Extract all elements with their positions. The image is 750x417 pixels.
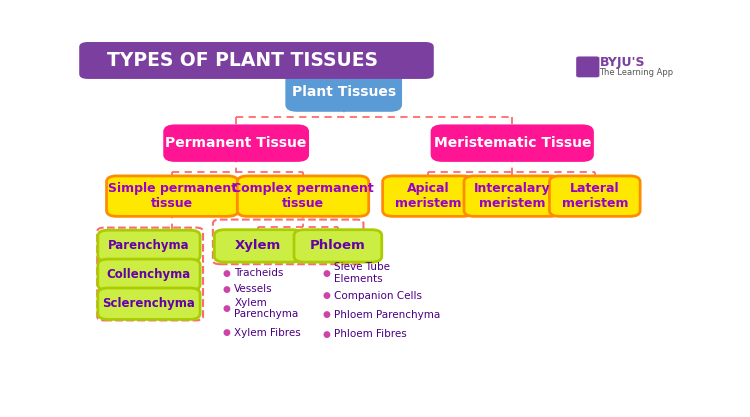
Text: Xylem Fibres: Xylem Fibres bbox=[235, 328, 302, 338]
Text: Phloem Fibres: Phloem Fibres bbox=[334, 329, 406, 339]
Text: Vessels: Vessels bbox=[235, 284, 273, 294]
FancyBboxPatch shape bbox=[550, 176, 640, 216]
FancyBboxPatch shape bbox=[382, 176, 473, 216]
Text: Complex permanent
tissue: Complex permanent tissue bbox=[232, 182, 374, 210]
Text: TYPES OF PLANT TISSUES: TYPES OF PLANT TISSUES bbox=[106, 51, 377, 70]
Text: ●: ● bbox=[322, 330, 330, 339]
Text: Intercalary
meristem: Intercalary meristem bbox=[474, 182, 550, 210]
FancyBboxPatch shape bbox=[464, 176, 560, 216]
FancyBboxPatch shape bbox=[576, 56, 599, 77]
FancyBboxPatch shape bbox=[294, 230, 382, 262]
Text: Apical
meristem: Apical meristem bbox=[394, 182, 461, 210]
Text: Simple permanent
tissue: Simple permanent tissue bbox=[108, 182, 237, 210]
FancyBboxPatch shape bbox=[80, 42, 434, 79]
Text: The Learning App: The Learning App bbox=[599, 68, 674, 77]
FancyBboxPatch shape bbox=[432, 126, 592, 161]
Text: Sieve Tube
Elements: Sieve Tube Elements bbox=[334, 262, 390, 284]
FancyBboxPatch shape bbox=[106, 176, 238, 216]
Text: Plant Tissues: Plant Tissues bbox=[292, 85, 396, 99]
Text: ●: ● bbox=[223, 269, 231, 278]
Text: ●: ● bbox=[223, 285, 231, 294]
Text: ●: ● bbox=[322, 291, 330, 300]
Text: Lateral
meristem: Lateral meristem bbox=[562, 182, 628, 210]
Text: ●: ● bbox=[223, 328, 231, 337]
Text: ●: ● bbox=[322, 269, 330, 278]
FancyBboxPatch shape bbox=[214, 230, 302, 262]
Text: Meristematic Tissue: Meristematic Tissue bbox=[433, 136, 591, 150]
FancyBboxPatch shape bbox=[237, 176, 369, 216]
FancyBboxPatch shape bbox=[98, 230, 200, 261]
Text: Parenchyma: Parenchyma bbox=[108, 239, 190, 252]
Text: BYJU'S: BYJU'S bbox=[599, 56, 645, 69]
Text: Phloem Parenchyma: Phloem Parenchyma bbox=[334, 310, 440, 320]
Text: Xylem: Xylem bbox=[235, 239, 281, 252]
FancyBboxPatch shape bbox=[98, 259, 200, 291]
Text: Sclerenchyma: Sclerenchyma bbox=[103, 297, 196, 310]
Text: Companion Cells: Companion Cells bbox=[334, 291, 422, 301]
FancyBboxPatch shape bbox=[98, 288, 200, 319]
FancyBboxPatch shape bbox=[286, 73, 400, 111]
Text: ●: ● bbox=[223, 304, 231, 313]
Text: Xylem
Parenchyma: Xylem Parenchyma bbox=[235, 298, 298, 319]
Text: Permanent Tissue: Permanent Tissue bbox=[166, 136, 307, 150]
Text: ●: ● bbox=[322, 310, 330, 319]
Text: Phloem: Phloem bbox=[310, 239, 366, 252]
FancyBboxPatch shape bbox=[165, 126, 308, 161]
Text: Tracheids: Tracheids bbox=[235, 268, 284, 278]
Text: Collenchyma: Collenchyma bbox=[106, 268, 191, 281]
